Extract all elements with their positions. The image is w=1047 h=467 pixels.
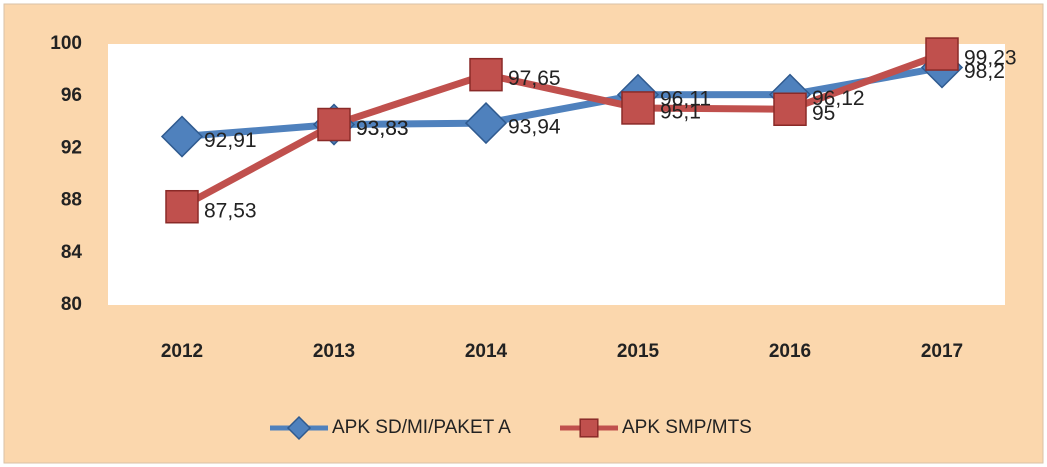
marker: [469, 57, 503, 92]
data-label: 92,91: [204, 129, 257, 152]
marker: [925, 37, 959, 71]
legend-label: APK SD/MI/PAKET A: [332, 417, 511, 438]
marker: [464, 102, 508, 145]
data-label: 96,12: [812, 87, 865, 110]
x-tick-label: 2013: [313, 341, 355, 362]
y-tick-label: 92: [61, 137, 82, 158]
data-label: 99,23: [964, 47, 1017, 70]
data-label: 93,94: [508, 116, 561, 139]
legend-marker: [286, 415, 312, 441]
x-tick-label: 2017: [921, 341, 963, 362]
data-label: 93,83: [356, 117, 409, 140]
data-label: 96,11: [660, 87, 711, 110]
y-tick-label: 96: [61, 85, 82, 106]
series-line: [181, 64, 943, 141]
data-label: 98,2: [964, 60, 1005, 83]
legend-label: APK SMP/MTS: [622, 417, 752, 438]
x-tick-label: 2014: [465, 341, 508, 362]
data-label: 95: [812, 102, 835, 125]
y-tick-label: 84: [61, 242, 83, 263]
x-tick-label: 2012: [161, 341, 203, 362]
x-tick-label: 2016: [769, 341, 811, 362]
y-tick-label: 100: [50, 33, 82, 54]
marker: [773, 92, 807, 126]
series-line: [180, 50, 944, 210]
legend-marker: [579, 418, 599, 438]
data-label: 87,53: [204, 199, 257, 222]
y-tick-label: 80: [61, 294, 82, 315]
y-tick-label: 88: [61, 190, 82, 211]
marker: [160, 115, 204, 158]
marker: [317, 107, 351, 142]
x-tick-label: 2015: [617, 341, 660, 362]
data-label: 95,1: [660, 100, 701, 123]
marker: [621, 91, 655, 125]
data-label: 93,83: [356, 117, 409, 140]
data-label: 97,65: [508, 67, 561, 90]
marker: [165, 189, 199, 224]
